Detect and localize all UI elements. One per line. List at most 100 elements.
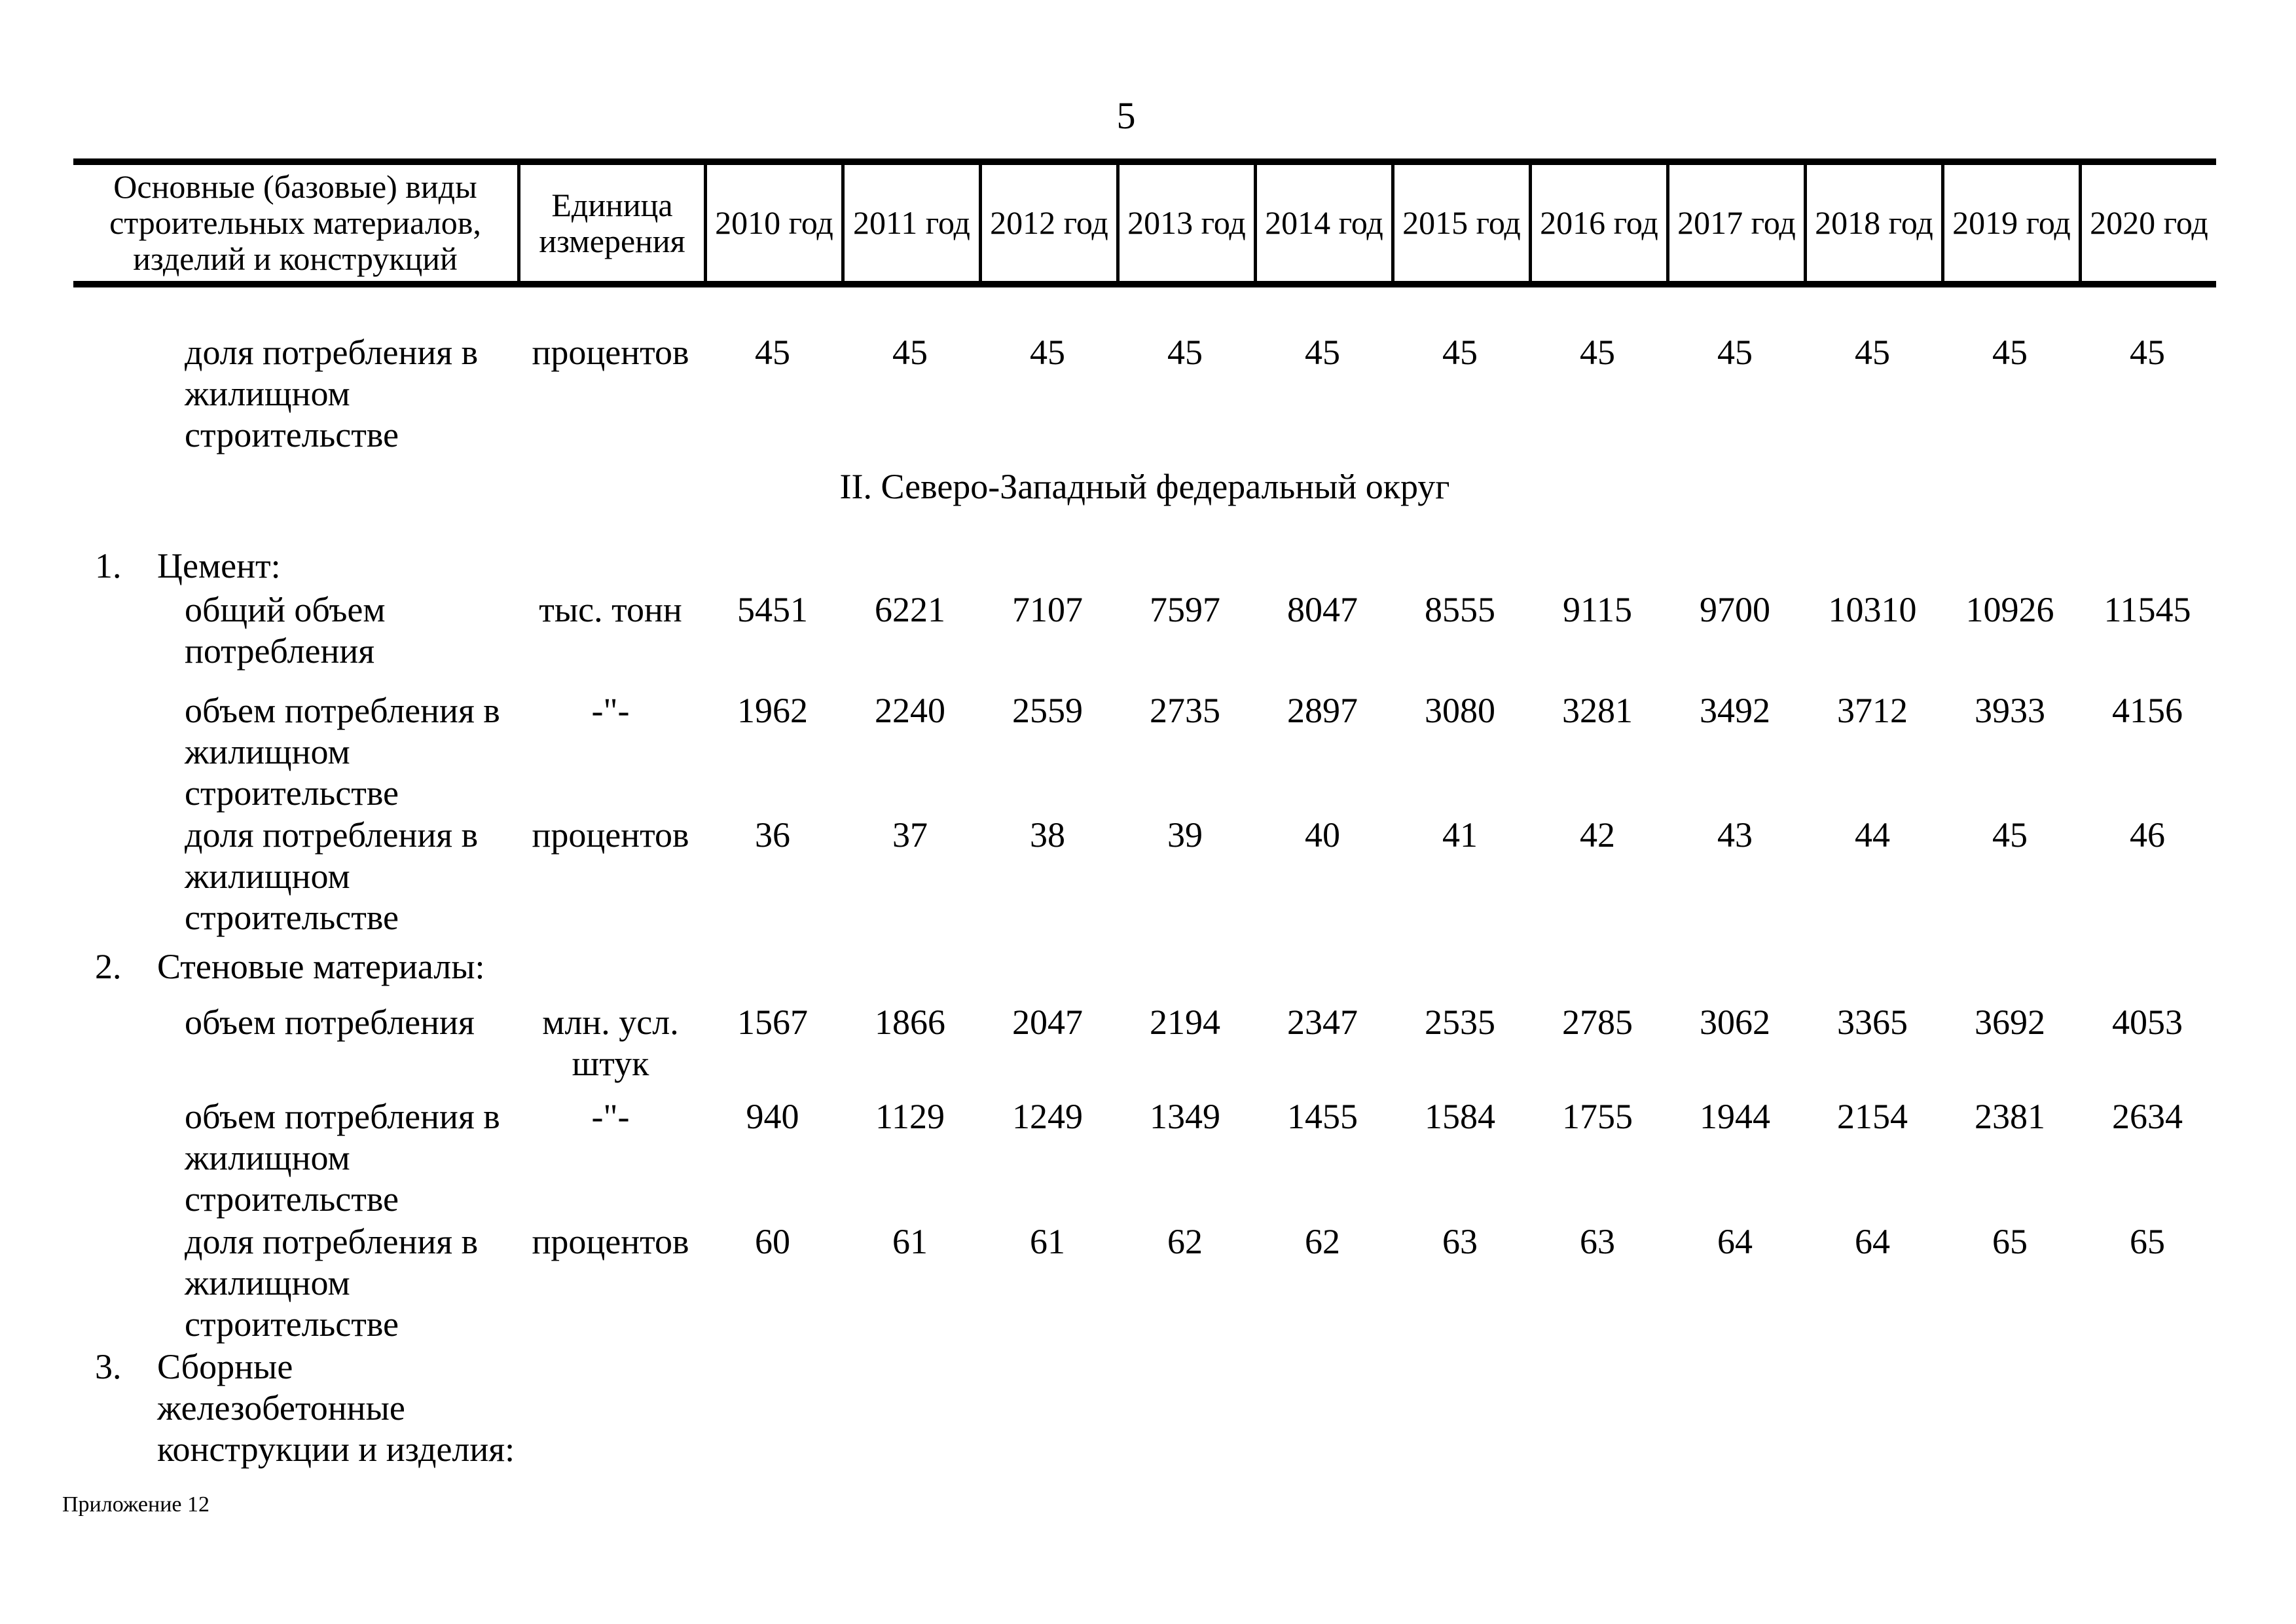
year-value-cell: 39 bbox=[1167, 815, 1203, 855]
table-row-wall-total-volume: объем потребления млн. усл. штук 1567 186… bbox=[73, 1002, 2216, 1084]
year-value-cell: 1567 bbox=[737, 1003, 808, 1042]
year-value-cell: 2634 bbox=[2112, 1097, 2183, 1136]
item-wall-materials: 2. Стеновые материалы: bbox=[73, 946, 2216, 987]
year-value-cell: 1349 bbox=[1150, 1097, 1220, 1136]
row-unit: млн. усл. штук bbox=[542, 1003, 679, 1083]
header-cell-year-2018: 2018 год bbox=[1804, 165, 1941, 281]
year-value-cell: 2381 bbox=[1975, 1097, 2045, 1136]
year-value-cell: 6221 bbox=[875, 590, 945, 629]
year-value-cell: 4156 bbox=[2112, 691, 2183, 730]
year-value-cell: 45 bbox=[2130, 333, 2165, 372]
header-cell-year-2020: 2020 год bbox=[2079, 165, 2216, 281]
year-value-cell: 7107 bbox=[1012, 590, 1083, 629]
table-body: доля потребления в жилищном строительств… bbox=[73, 332, 2216, 1470]
header-cell-year-2017: 2017 год bbox=[1666, 165, 1804, 281]
year-value-cell: 45 bbox=[755, 333, 790, 372]
year-value-cell: 1129 bbox=[875, 1097, 945, 1136]
year-value-cell: 65 bbox=[2130, 1222, 2165, 1261]
year-value-cell: 45 bbox=[892, 333, 928, 372]
year-value-cell: 65 bbox=[1992, 1222, 2028, 1261]
year-value-cell: 8047 bbox=[1287, 590, 1358, 629]
year-value-cell: 4053 bbox=[2112, 1003, 2183, 1042]
year-value-cell: 2535 bbox=[1425, 1003, 1495, 1042]
year-value-cell: 2785 bbox=[1562, 1003, 1633, 1042]
item-number: 1. bbox=[95, 546, 122, 585]
header-cell-materials: Основные (базовые) виды строительных мат… bbox=[109, 168, 481, 277]
header-cell-year-2016: 2016 год bbox=[1529, 165, 1666, 281]
year-value-cell: 10310 bbox=[1828, 590, 1917, 629]
year-value-cell: 1866 bbox=[875, 1003, 945, 1042]
row-unit: процентов bbox=[532, 333, 689, 372]
header-cell-year-2019: 2019 год bbox=[1941, 165, 2079, 281]
row-unit: процентов bbox=[532, 815, 689, 855]
year-value-cell: 2559 bbox=[1012, 691, 1083, 730]
year-value-cell: 45 bbox=[1442, 333, 1478, 372]
year-value-cell: 45 bbox=[1992, 333, 2028, 372]
year-value-cell: 9115 bbox=[1563, 590, 1632, 629]
row-unit: -"- bbox=[591, 1097, 630, 1136]
table-row-share-housing-prev-section: доля потребления в жилищном строительств… bbox=[73, 332, 2216, 456]
year-value-cell: 61 bbox=[1030, 1222, 1065, 1261]
year-value-cell: 64 bbox=[1717, 1222, 1753, 1261]
item-row-cement: 1. Цемент: bbox=[73, 545, 2216, 587]
year-value-cell: 60 bbox=[755, 1222, 790, 1261]
header-cell-year-2015: 2015 год bbox=[1391, 165, 1529, 281]
year-value-cell: 2047 bbox=[1012, 1003, 1083, 1042]
year-value-cell: 1755 bbox=[1562, 1097, 1633, 1136]
year-value-cell: 9700 bbox=[1700, 590, 1770, 629]
year-value-cell: 62 bbox=[1167, 1222, 1203, 1261]
item-number: 3. bbox=[95, 1347, 122, 1386]
year-value-cell: 3080 bbox=[1425, 691, 1495, 730]
year-value-cell: 2735 bbox=[1150, 691, 1220, 730]
header-cell-year-2011: 2011 год bbox=[841, 165, 979, 281]
year-value-cell: 2240 bbox=[875, 691, 945, 730]
year-value-cell: 45 bbox=[1992, 815, 2028, 855]
year-value-cell: 3692 bbox=[1975, 1003, 2045, 1042]
year-value-cell: 1584 bbox=[1425, 1097, 1495, 1136]
row-label: доля потребления в жилищном строительств… bbox=[185, 815, 479, 937]
year-value-cell: 44 bbox=[1855, 815, 1890, 855]
item-title: Сборные железобетонные конструкции и изд… bbox=[157, 1347, 515, 1469]
year-value-cell: 45 bbox=[1167, 333, 1203, 372]
header-cell-year-2014: 2014 год bbox=[1254, 165, 1391, 281]
year-value-cell: 2347 bbox=[1287, 1003, 1358, 1042]
year-value-cell: 1944 bbox=[1700, 1097, 1770, 1136]
item-cement: 1. Цемент: bbox=[73, 545, 2216, 587]
year-value-cell: 5451 bbox=[737, 590, 808, 629]
year-value-cell: 45 bbox=[1580, 333, 1615, 372]
item-row-precast-concrete: 3. Сборные железобетонные конструкции и … bbox=[73, 1346, 2216, 1470]
row-label: общий объем потребления bbox=[185, 590, 386, 671]
table-header-row: Основные (базовые) виды строительных мат… bbox=[73, 158, 2216, 287]
year-value-cell: 61 bbox=[892, 1222, 928, 1261]
materials-consumption-table: Основные (базовые) виды строительных мат… bbox=[73, 158, 2216, 1470]
header-cell-unit: Единица измерения bbox=[517, 165, 704, 281]
year-value-cell: 46 bbox=[2130, 815, 2165, 855]
row-label: объем потребления в жилищном строительст… bbox=[185, 691, 500, 813]
table-row-wall-housing-share: доля потребления в жилищном строительств… bbox=[73, 1221, 2216, 1345]
year-value-cell: 3492 bbox=[1700, 691, 1770, 730]
item-row-wall-materials: 2. Стеновые материалы: bbox=[73, 946, 2216, 987]
year-value-cell: 3062 bbox=[1700, 1003, 1770, 1042]
header-cell-year-2010: 2010 год bbox=[704, 165, 841, 281]
row-label: доля потребления в жилищном строительств… bbox=[185, 333, 479, 454]
year-value-cell: 45 bbox=[1855, 333, 1890, 372]
year-value-cell: 45 bbox=[1305, 333, 1340, 372]
item-title: Цемент: bbox=[157, 546, 281, 585]
year-value-cell: 1962 bbox=[737, 691, 808, 730]
year-value-cell: 3712 bbox=[1837, 691, 1908, 730]
row-label: доля потребления в жилищном строительств… bbox=[185, 1222, 479, 1344]
appendix-note: Приложение 12 bbox=[62, 1492, 210, 1517]
year-value-cell: 11545 bbox=[2104, 590, 2191, 629]
row-unit: тыс. тонн bbox=[539, 590, 682, 629]
item-title: Стеновые материалы: bbox=[157, 947, 485, 986]
year-value-cell: 40 bbox=[1305, 815, 1340, 855]
year-value-cell: 2194 bbox=[1150, 1003, 1220, 1042]
year-value-cell: 37 bbox=[892, 815, 928, 855]
table-row-wall-housing-volume: объем потребления в жилищном строительст… bbox=[73, 1096, 2216, 1220]
year-value-cell: 62 bbox=[1305, 1222, 1340, 1261]
year-value-cell: 1249 bbox=[1012, 1097, 1083, 1136]
year-value-cell: 7597 bbox=[1150, 590, 1220, 629]
year-value-cell: 2154 bbox=[1837, 1097, 1908, 1136]
row-label: объем потребления bbox=[185, 1003, 475, 1042]
